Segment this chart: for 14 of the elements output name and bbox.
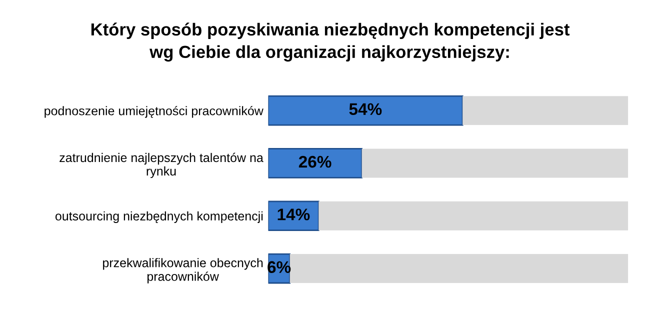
data-label: 26%: [298, 156, 332, 168]
data-label: 14%: [278, 208, 310, 220]
data-label: 54%: [349, 103, 382, 116]
chart-title: Który sposób pozyskiwania niezbędnych kompetencji jest wg Ciebie dla organizacji najkorzystniejszy:: [91, 22, 570, 62]
y-tick-label: zatrudnienie najlepszych talentów na rynku: [60, 152, 264, 178]
y-tick-label: podnoszenie umiejętności pracowników: [44, 106, 264, 118]
y-tick-label: outsourcing niezbędnych kompetencji: [55, 211, 263, 223]
bar: [362, 148, 628, 178]
bar: [318, 201, 628, 230]
bar: [290, 254, 628, 283]
bar: [268, 95, 464, 126]
bar: [268, 148, 363, 178]
y-tick-label: przekwalifikowanie obecnych pracowników: [103, 258, 263, 284]
bar: [462, 96, 628, 126]
